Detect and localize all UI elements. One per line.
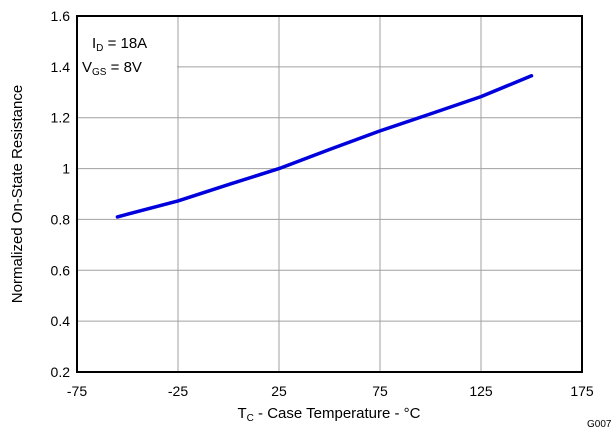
y-axis-title: Normalized On-State Resistance (9, 85, 26, 303)
plot-frame (76, 15, 583, 373)
y-tick-label: 1.6 (51, 8, 71, 24)
series-line (115, 74, 534, 219)
x-tick-label: 125 (469, 383, 493, 399)
y-tick-label: 0.8 (51, 211, 71, 227)
x-tick-labels: -75 -25 25 75 125 175 (67, 383, 594, 399)
x-tick-label: 25 (271, 383, 287, 399)
y-tick-label: 1.4 (51, 59, 71, 75)
figure-code: G007 (587, 419, 612, 430)
x-tick-label: 175 (570, 383, 594, 399)
y-tick-label: 1.2 (51, 110, 71, 126)
annotation-background (77, 17, 177, 85)
x-tick-label: 75 (372, 383, 388, 399)
y-tick-label: 0.2 (51, 364, 71, 380)
annotation-voltage: VGS = 8V (82, 59, 142, 78)
y-tick-label: 1 (62, 161, 70, 177)
x-axis-title: TC - Case Temperature - °C (237, 405, 420, 424)
annotation-current: ID = 18A (92, 35, 147, 54)
annotation-box: ID = 18A VGS = 8V (77, 17, 177, 85)
x-tick-label: -75 (67, 383, 87, 399)
y-tick-label: 0.4 (51, 313, 71, 329)
x-tick-label: -25 (168, 383, 188, 399)
series-layer (115, 74, 534, 219)
grid (77, 16, 582, 372)
y-tick-labels: 0.2 0.4 0.6 0.8 1 1.2 1.4 1.6 (51, 8, 71, 380)
y-tick-label: 0.6 (51, 262, 71, 278)
